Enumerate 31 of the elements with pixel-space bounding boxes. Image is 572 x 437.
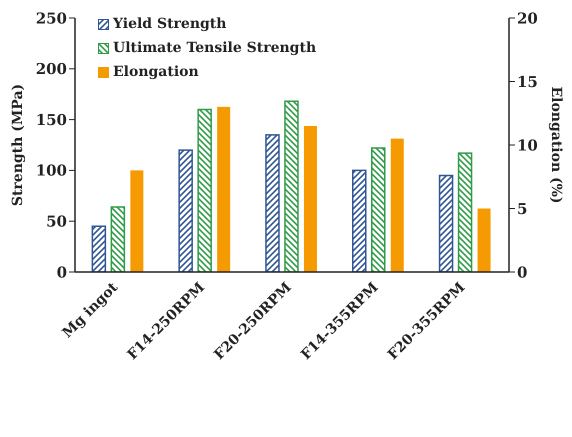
y2-tick-label: 5 [517, 200, 528, 218]
y2-tick-label: 0 [517, 263, 528, 282]
y-axis-title: Strength (MPa) [10, 84, 26, 206]
legend-label: Elongation [113, 64, 199, 80]
y2-tick-label: 20 [517, 9, 538, 28]
y2-tick-label: 15 [517, 72, 538, 91]
bar [371, 147, 386, 272]
bar [352, 170, 367, 272]
bar [217, 106, 230, 272]
y-tick-label: 200 [36, 60, 67, 78]
y2-tick-label: 10 [517, 136, 538, 154]
y-tick-label: 0 [56, 263, 67, 282]
y-tick-label: 150 [36, 110, 67, 129]
bar [304, 126, 317, 272]
bar [178, 149, 193, 272]
bar [197, 108, 212, 272]
bar [438, 174, 454, 272]
y-tick-label: 100 [36, 162, 67, 180]
y-tick-label: 50 [46, 212, 67, 231]
bar [390, 138, 404, 272]
bar [265, 134, 280, 272]
legend-label: Yield Strength [113, 16, 226, 32]
bar [92, 226, 106, 272]
bar [458, 152, 472, 272]
bar [284, 100, 299, 272]
y2-axis-title: Elongation (%) [548, 86, 564, 204]
y-tick-label: 250 [36, 9, 67, 28]
bar [130, 170, 144, 272]
bar [478, 208, 491, 272]
bar [110, 206, 126, 272]
legend-label: Ultimate Tensile Strength [113, 40, 316, 56]
